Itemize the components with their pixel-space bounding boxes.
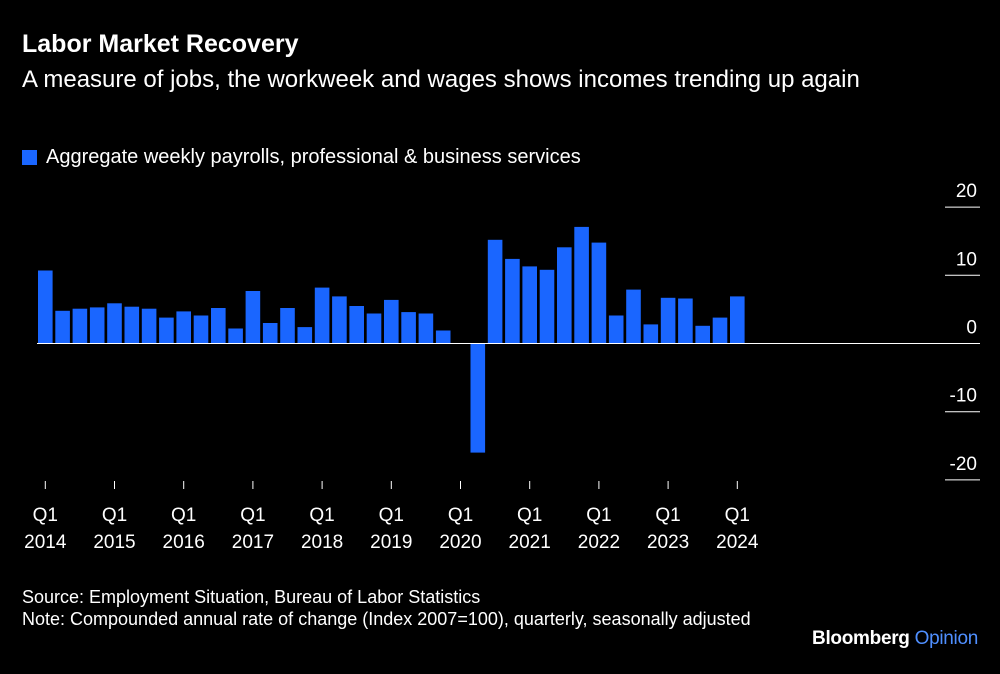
x-tick-label: Q1: [655, 505, 680, 526]
bar: [228, 328, 243, 344]
bar: [89, 307, 105, 344]
x-tick-label: 2014: [24, 532, 67, 553]
y-tick-label: 0: [966, 318, 977, 339]
x-tick-label: Q1: [171, 505, 196, 526]
bar: [730, 296, 745, 344]
bar: [470, 343, 486, 453]
bar: [141, 308, 157, 344]
brand-logo: Bloomberg Opinion: [812, 628, 978, 650]
source-note: Source: Employment Situation, Bureau of …: [22, 587, 481, 607]
x-tick-label: Q1: [586, 505, 611, 526]
x-tick-label: 2015: [93, 532, 135, 553]
bar: [245, 291, 261, 344]
y-tick-label: 10: [956, 249, 977, 270]
bar: [349, 306, 364, 344]
bar: [418, 313, 434, 344]
bar: [384, 299, 399, 344]
bar: [332, 296, 347, 344]
bar: [159, 317, 174, 344]
x-tick-label: Q1: [448, 505, 473, 526]
chart-footer: Source: Employment Situation, Bureau of …: [22, 586, 802, 630]
bar: [626, 289, 641, 344]
legend: Aggregate weekly payrolls, professional …: [22, 146, 581, 169]
brand-section: Opinion: [914, 628, 979, 649]
bar: [72, 308, 88, 344]
bar: [695, 325, 710, 344]
bar: [574, 226, 589, 344]
x-tick-label: 2022: [578, 532, 620, 553]
bar: [505, 258, 520, 344]
bar: [608, 315, 624, 344]
legend-swatch: [22, 150, 37, 165]
x-tick-label: 2024: [716, 532, 759, 553]
bar: [38, 270, 53, 344]
methodology-note: Note: Compounded annual rate of change (…: [22, 609, 751, 629]
x-tick-label: 2019: [370, 532, 412, 553]
bar: [487, 239, 503, 344]
bar: [262, 323, 278, 344]
bar: [280, 308, 295, 344]
brand-name: Bloomberg: [812, 628, 910, 649]
x-tick-label: Q1: [33, 505, 58, 526]
x-tick-label: Q1: [517, 505, 542, 526]
y-tick-label: -10: [950, 386, 977, 407]
x-tick-label: 2023: [647, 532, 689, 553]
bar: [712, 317, 728, 344]
bar: [660, 297, 676, 344]
chart-subtitle: A measure of jobs, the workweek and wage…: [22, 66, 860, 93]
bar: [107, 303, 122, 344]
bar: [591, 242, 607, 344]
bar: [193, 315, 209, 344]
bar: [297, 327, 313, 344]
x-tick-label: 2017: [232, 532, 274, 553]
x-tick-label: 2021: [509, 532, 551, 553]
y-tick-label: -20: [950, 454, 977, 475]
bar: [435, 330, 451, 344]
x-tick-label: Q1: [725, 505, 750, 526]
bar: [176, 311, 191, 344]
x-tick-label: Q1: [379, 505, 404, 526]
legend-label: Aggregate weekly payrolls, professional …: [46, 146, 581, 168]
bar: [211, 308, 226, 344]
bar: [539, 269, 555, 344]
x-tick-label: 2016: [163, 532, 205, 553]
y-tick-label: 20: [956, 181, 977, 202]
bar: [643, 324, 659, 344]
bar: [124, 306, 140, 344]
bar: [401, 312, 416, 344]
x-tick-label: 2018: [301, 532, 343, 553]
x-tick-label: Q1: [240, 505, 265, 526]
bar: [678, 298, 693, 344]
bar: [55, 310, 70, 344]
bar: [522, 266, 537, 344]
bar: [557, 247, 572, 344]
x-tick-label: Q1: [309, 505, 334, 526]
x-tick-label: 2020: [439, 532, 481, 553]
bar: [366, 313, 382, 344]
bar: [314, 287, 330, 344]
x-tick-label: Q1: [102, 505, 127, 526]
chart-title: Labor Market Recovery: [22, 30, 299, 58]
